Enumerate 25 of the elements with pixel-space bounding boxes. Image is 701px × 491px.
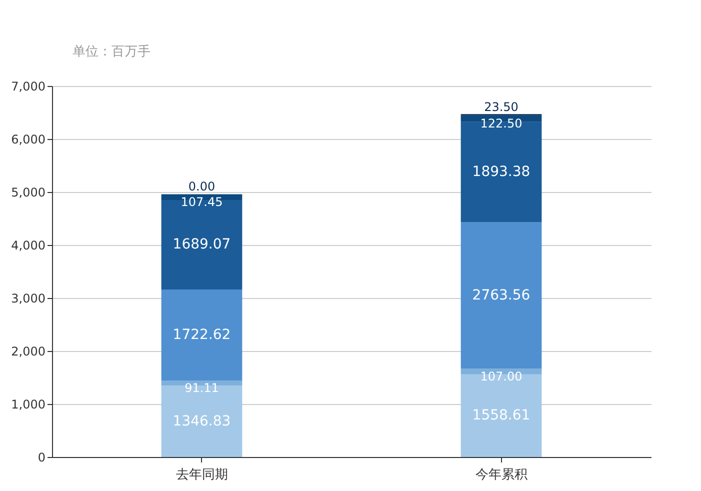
data-label: 2763.56: [472, 287, 530, 304]
x-tick-label: 今年累积: [475, 468, 528, 482]
bar: [460, 222, 542, 369]
y-axis-title: 单位：百万手: [72, 44, 150, 60]
data-label: 0.00: [188, 179, 216, 194]
y-tick-label: 1,000: [11, 398, 46, 412]
data-label: 1346.83: [172, 413, 231, 430]
data-label: 1722.62: [172, 327, 231, 344]
x-tick-label: 去年同期: [176, 468, 228, 482]
y-tick-label: 6,000: [11, 132, 46, 146]
y-tick-label: 5,000: [11, 186, 46, 200]
data-label: 91.11: [184, 381, 219, 396]
data-label: 107.45: [180, 195, 223, 210]
y-tick-label: 2,000: [11, 344, 46, 358]
y-tick-label: 3,000: [11, 292, 46, 306]
bar: [161, 289, 242, 381]
data-label: 23.50: [484, 100, 518, 114]
y-tick-label: 4,000: [11, 238, 46, 252]
data-label: 107.00: [480, 370, 522, 384]
data-label: 1893.38: [472, 164, 530, 180]
data-label: 1558.61: [472, 408, 530, 424]
y-tick-label: 0: [38, 450, 46, 464]
data-label: 1689.07: [172, 236, 231, 253]
y-tick-label: 7,000: [11, 80, 46, 94]
data-label: 122.50: [480, 116, 522, 131]
